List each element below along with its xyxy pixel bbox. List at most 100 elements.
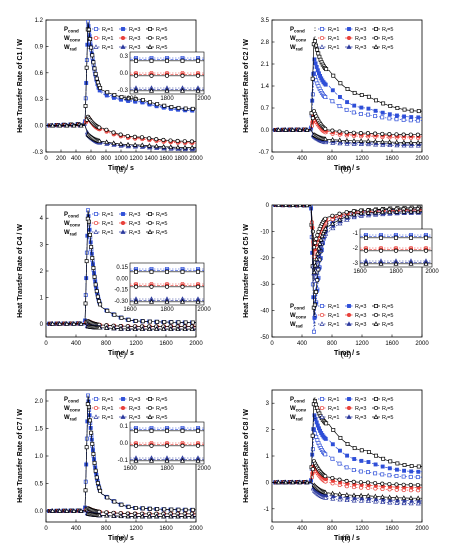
legend-rt-label: Rt=3 xyxy=(129,45,140,51)
series-marker xyxy=(387,116,392,121)
legend-swatch-marker xyxy=(121,27,125,31)
series-marker xyxy=(175,138,180,144)
series-marker xyxy=(112,92,117,97)
legend-swatch-marker xyxy=(347,304,351,308)
series-marker xyxy=(104,512,110,518)
series-marker xyxy=(345,453,350,458)
inset-marker xyxy=(133,458,139,463)
legend-colon: : xyxy=(88,415,90,421)
legend-swatch-marker xyxy=(373,321,379,326)
series-marker xyxy=(351,110,356,115)
series-marker xyxy=(352,457,357,461)
legend-row-label: Wrad xyxy=(290,415,303,422)
y-tick-label: 1 xyxy=(266,454,270,460)
legend-swatch-marker xyxy=(120,220,126,226)
series-marker xyxy=(190,320,195,325)
series-marker xyxy=(330,220,336,226)
series-marker xyxy=(394,500,400,505)
legend-swatch-marker xyxy=(319,321,325,326)
series-marker xyxy=(351,497,357,503)
series-marker xyxy=(86,219,91,224)
series-marker xyxy=(312,413,317,418)
legend-colon: : xyxy=(88,36,90,42)
legend: Pcond: Rt=1 Rt=3 Rt=5 Wconv: Rt=1 Rt=3 Rt=5 Wrad… xyxy=(290,304,393,329)
legend-rt-label: Rt=3 xyxy=(129,212,140,218)
series-marker xyxy=(78,508,84,513)
series-marker xyxy=(330,213,335,218)
legend-rt-label: Rt=1 xyxy=(328,406,339,412)
series-marker xyxy=(316,245,322,251)
legend-rt-label: Rt=5 xyxy=(156,230,167,236)
x-tick-label: 0 xyxy=(270,156,274,162)
inset-marker xyxy=(408,261,414,266)
legend-swatch-marker xyxy=(93,35,99,41)
series-marker xyxy=(416,469,421,474)
series-marker xyxy=(189,144,195,150)
series-marker xyxy=(119,94,124,99)
series-marker xyxy=(379,209,385,215)
legend-swatch-marker xyxy=(319,414,325,419)
series-marker xyxy=(313,61,318,66)
legend-rt-label: Rt=5 xyxy=(156,45,167,51)
series-marker xyxy=(316,51,321,56)
x-tick-label: 1800 xyxy=(174,156,188,162)
series-marker xyxy=(380,110,385,115)
series-marker xyxy=(314,420,319,425)
series-marker xyxy=(317,241,323,246)
legend-swatch-marker xyxy=(147,220,153,226)
series-marker xyxy=(64,321,70,326)
series-marker xyxy=(374,98,378,103)
legend-row-label: Wconv xyxy=(64,36,81,43)
series-marker xyxy=(388,459,393,464)
x-tick-label: 0 xyxy=(44,156,48,162)
series-marker xyxy=(381,456,386,461)
legend-row-label: Wconv xyxy=(290,406,307,413)
inset-marker xyxy=(149,284,154,289)
y-tick-label: 0.0 xyxy=(261,128,270,134)
legend-rt-label: Rt=3 xyxy=(355,36,366,42)
y-tick-label: 4 xyxy=(40,216,44,222)
inset-marker xyxy=(180,73,185,78)
series-marker xyxy=(94,76,99,81)
series-marker xyxy=(408,139,414,145)
series-marker xyxy=(111,325,117,331)
legend-swatch-marker xyxy=(94,27,98,31)
inset-y-tick-label: -0.30 xyxy=(114,299,128,305)
series-marker xyxy=(415,495,421,501)
series-marker xyxy=(380,481,385,486)
series-marker xyxy=(105,90,110,95)
series-marker xyxy=(314,434,319,439)
legend-swatch-marker xyxy=(148,397,152,401)
series-marker xyxy=(351,492,357,498)
legend-colon: : xyxy=(314,27,316,33)
legend-swatch-marker xyxy=(374,397,378,401)
series-marker xyxy=(372,138,378,144)
series-marker xyxy=(402,463,407,467)
legend-swatch-marker xyxy=(346,35,352,41)
legend-colon: : xyxy=(88,45,90,51)
series-marker xyxy=(394,482,399,487)
legend-rt-label: Rt=1 xyxy=(102,45,113,51)
series-marker xyxy=(394,497,400,503)
series-group xyxy=(46,208,196,331)
legend-swatch-marker xyxy=(373,312,379,318)
y-tick-label: 1 xyxy=(40,295,44,301)
inset-marker xyxy=(393,261,399,266)
legend-swatch-marker xyxy=(373,414,379,419)
series-marker xyxy=(139,135,145,140)
inset-y-tick-label: -0.3 xyxy=(118,88,129,94)
legend-colon: : xyxy=(314,397,316,403)
series-marker xyxy=(83,104,88,108)
series-marker xyxy=(402,468,407,473)
x-tick-label: 2000 xyxy=(189,341,203,347)
series-marker xyxy=(111,130,116,135)
x-tick-label: 0 xyxy=(270,341,274,347)
series-marker xyxy=(133,97,138,102)
legend-rt-label: Rt=1 xyxy=(102,36,113,42)
series-marker xyxy=(90,256,95,260)
x-axis-label: Time / s xyxy=(334,165,360,172)
y-tick-label: 2 xyxy=(40,269,44,275)
series-group xyxy=(272,37,422,148)
series-marker xyxy=(338,435,343,440)
series-marker xyxy=(125,141,131,147)
